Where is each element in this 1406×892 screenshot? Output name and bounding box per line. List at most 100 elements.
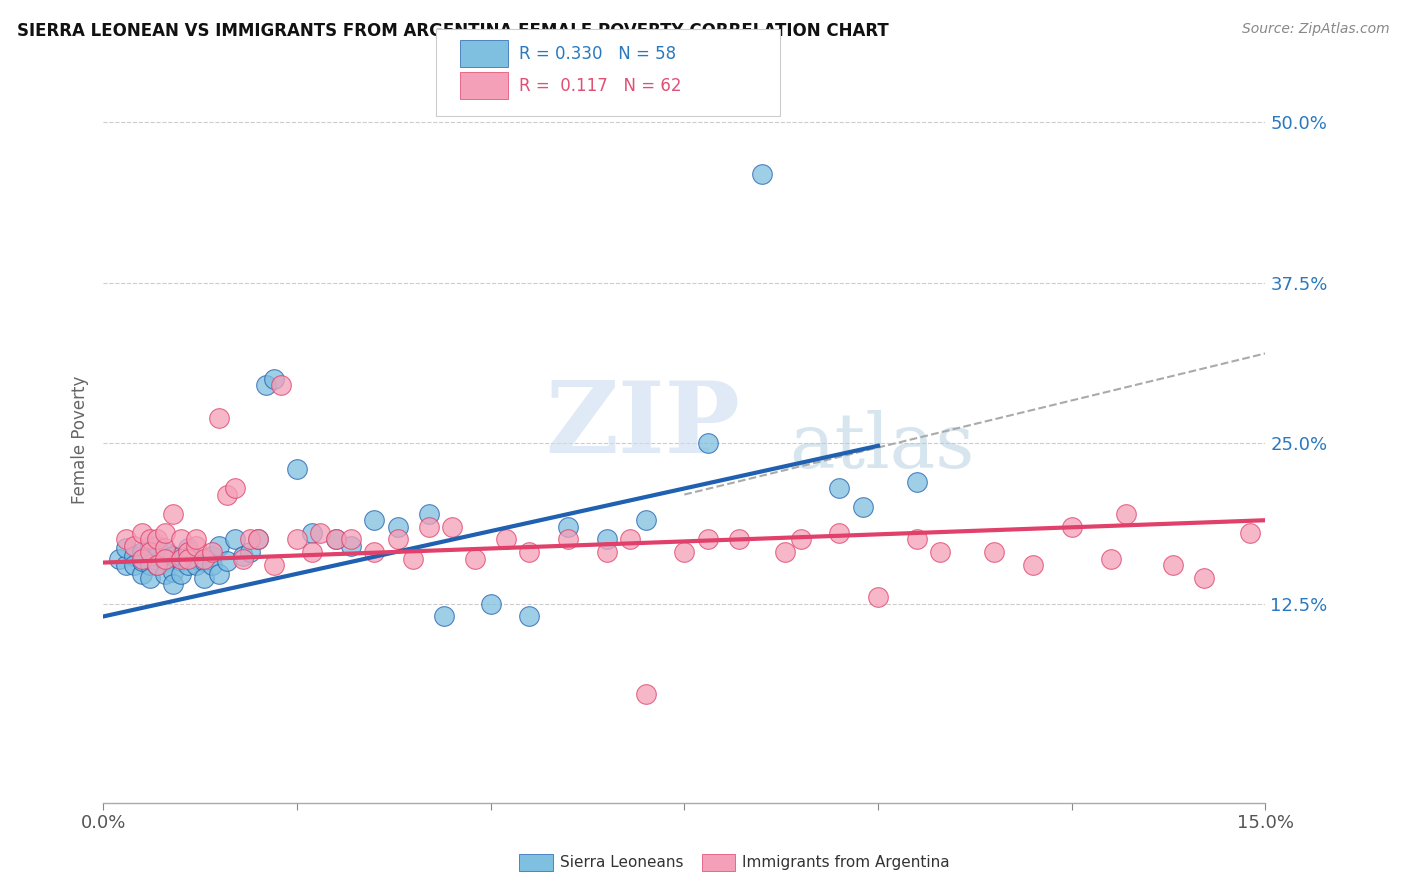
Point [169, 554, 191, 568]
Point [929, 545, 952, 559]
Point [1099, 551, 1122, 566]
Point [828, 481, 851, 495]
Point [131, 567, 153, 582]
Point [495, 533, 517, 547]
Point [1161, 558, 1184, 573]
Point [1239, 526, 1261, 541]
Text: Immigrants from Argentina: Immigrants from Argentina [742, 855, 950, 870]
Point [184, 551, 207, 566]
Point [122, 539, 145, 553]
Point [557, 519, 579, 533]
Point [433, 609, 456, 624]
Point [201, 545, 224, 559]
Point [138, 533, 160, 547]
Point [363, 513, 385, 527]
Point [208, 410, 231, 425]
Point [619, 533, 641, 547]
Point [325, 533, 347, 547]
Text: R = 0.330   N = 58: R = 0.330 N = 58 [519, 45, 676, 62]
Point [325, 533, 347, 547]
Point [224, 481, 246, 495]
Text: SIERRA LEONEAN VS IMMIGRANTS FROM ARGENTINA FEMALE POVERTY CORRELATION CHART: SIERRA LEONEAN VS IMMIGRANTS FROM ARGENT… [17, 22, 889, 40]
Point [263, 558, 285, 573]
Point [634, 686, 657, 700]
Point [169, 533, 191, 547]
Point [387, 533, 409, 547]
Point [239, 533, 262, 547]
Point [905, 475, 928, 489]
Point [138, 545, 160, 559]
Text: ZIP: ZIP [546, 377, 740, 474]
Point [138, 571, 160, 585]
Text: Source: ZipAtlas.com: Source: ZipAtlas.com [1241, 22, 1389, 37]
Point [169, 551, 191, 566]
Point [131, 526, 153, 541]
Point [301, 545, 323, 559]
Point [270, 378, 292, 392]
Point [696, 533, 718, 547]
Point [905, 533, 928, 547]
Point [596, 533, 619, 547]
Point [557, 533, 579, 547]
Point [239, 545, 262, 559]
Point [1022, 558, 1045, 573]
Point [208, 539, 231, 553]
Point [232, 551, 254, 566]
Point [247, 533, 270, 547]
Point [115, 541, 138, 556]
Point [402, 551, 425, 566]
Point [727, 533, 749, 547]
Point [217, 554, 239, 568]
Point [146, 539, 169, 553]
Point [217, 487, 239, 501]
Point [1115, 507, 1137, 521]
Point [363, 545, 385, 559]
Point [285, 462, 308, 476]
Point [153, 567, 176, 582]
Point [162, 577, 184, 591]
Point [177, 545, 200, 559]
Point [153, 554, 176, 568]
Point [177, 558, 200, 573]
Point [263, 372, 285, 386]
Point [115, 533, 138, 547]
Point [162, 549, 184, 564]
Point [146, 533, 169, 547]
Point [1192, 571, 1215, 585]
Point [596, 545, 619, 559]
Point [107, 551, 129, 566]
Point [201, 558, 224, 573]
Point [851, 500, 873, 515]
Text: Sierra Leoneans: Sierra Leoneans [560, 855, 683, 870]
Point [751, 167, 773, 181]
Point [828, 526, 851, 541]
Point [153, 551, 176, 566]
Point [418, 507, 440, 521]
Point [387, 519, 409, 533]
Point [440, 519, 463, 533]
Point [1060, 519, 1083, 533]
Point [184, 539, 207, 553]
Point [479, 597, 502, 611]
Point [184, 533, 207, 547]
Point [122, 549, 145, 564]
Point [146, 558, 169, 573]
Point [301, 526, 323, 541]
Point [162, 507, 184, 521]
Point [517, 545, 540, 559]
Text: R =  0.117   N = 62: R = 0.117 N = 62 [519, 77, 682, 95]
Point [138, 558, 160, 573]
Point [177, 551, 200, 566]
Point [309, 526, 332, 541]
Point [634, 513, 657, 527]
Point [517, 609, 540, 624]
Point [115, 558, 138, 573]
Point [224, 533, 246, 547]
Point [285, 533, 308, 547]
Point [153, 526, 176, 541]
Point [208, 567, 231, 582]
Point [340, 533, 363, 547]
Point [131, 551, 153, 566]
Point [169, 549, 191, 564]
Point [247, 533, 270, 547]
